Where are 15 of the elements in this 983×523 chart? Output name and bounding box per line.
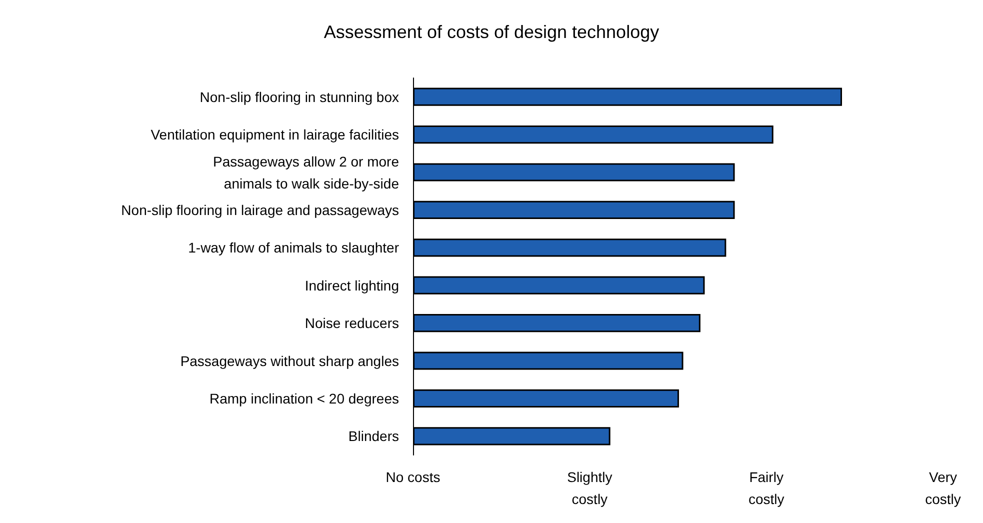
text: Very costly bbox=[925, 469, 961, 507]
chart-title: Assessment of costs of design technology bbox=[324, 22, 660, 42]
y-tick-label: 1-way flow of animals to slaughter bbox=[188, 240, 400, 256]
y-tick-label: Blinders bbox=[348, 428, 399, 444]
y-tick-label: Ramp inclination < 20 degrees bbox=[209, 390, 399, 406]
y-tick-label: Non-slip flooring in lairage and passageways bbox=[121, 202, 399, 218]
y-tick-label: Non-slip flooring in stunning box bbox=[200, 88, 399, 105]
y-tick-label: Noise reducers bbox=[304, 315, 399, 332]
y-tick-label: Ventilation equipment in lairage facilities bbox=[150, 126, 399, 143]
y-tick-label: Passageways allow 2 or more animals to walk side-by-side bbox=[213, 153, 400, 192]
y-tick-label: Passageways without sharp angles bbox=[180, 352, 399, 369]
y-tick-label: Indirect lighting bbox=[304, 277, 399, 294]
text: No costs bbox=[386, 469, 440, 485]
text: Fairly costly bbox=[748, 469, 784, 507]
text: Slightly costly bbox=[567, 469, 612, 507]
